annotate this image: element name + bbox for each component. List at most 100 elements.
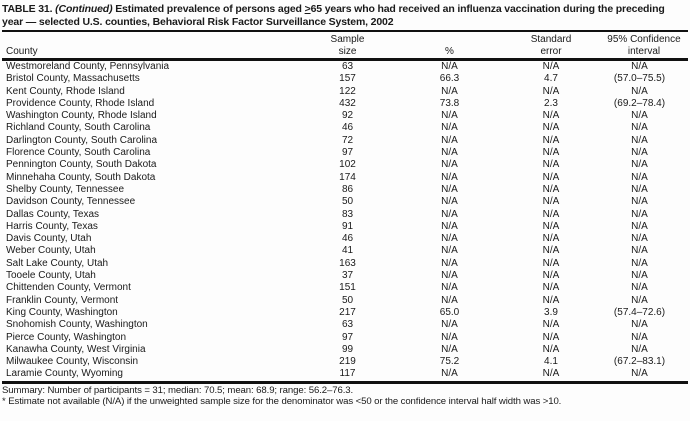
- table-row: Davidson County, Tennessee 50 N/A N/A N/A: [2, 196, 688, 208]
- table-row: Tooele County, Utah 37 N/A N/A N/A: [2, 270, 688, 282]
- sample-size-cell: 122: [339, 85, 356, 97]
- percent-cell: 73.8: [439, 97, 460, 109]
- ci-cell: N/A: [631, 220, 648, 232]
- county-cell: Florence County, South Carolina: [6, 147, 151, 159]
- column-header-percent-label: %: [445, 45, 454, 57]
- sample-size-cell: 117: [339, 368, 356, 380]
- ci-cell: N/A: [631, 331, 648, 343]
- standard-error-cell: N/A: [542, 159, 560, 171]
- column-header-county-label: County: [6, 45, 38, 57]
- table-row: Shelby County, Tennessee 86 N/A N/A N/A: [2, 184, 688, 196]
- standard-error-cell: 3.9: [544, 306, 558, 318]
- ci-cell: N/A: [631, 343, 648, 355]
- standard-error-cell: 4.7: [544, 73, 558, 85]
- table-row: Chittenden County, Vermont 151 N/A N/A N/A: [2, 282, 688, 294]
- table-row: Davis County, Utah 46 N/A N/A N/A: [2, 233, 688, 245]
- percent-cell: N/A: [441, 110, 458, 122]
- standard-error-cell: N/A: [542, 122, 560, 134]
- county-cell: Davidson County, Tennessee: [6, 196, 136, 208]
- table-row: Darlington County, South Carolina 72 N/A N/…: [2, 135, 688, 147]
- prevalence-table: County Sample size % Standard error 95% …: [2, 32, 688, 384]
- county-cell: Laramie County, Wyoming: [6, 368, 123, 380]
- county-cell: King County, Washington: [6, 306, 118, 318]
- standard-error-cell: N/A: [542, 245, 560, 257]
- county-cell: Snohomish County, Washington: [6, 319, 148, 331]
- sample-size-cell: 72: [341, 134, 354, 146]
- sample-size-cell: 63: [341, 319, 354, 331]
- table-row: Weber County, Utah 41 N/A N/A N/A: [2, 245, 688, 257]
- percent-cell: 75.2: [439, 356, 460, 368]
- sample-size-cell: 50: [341, 196, 354, 208]
- summary-line: Summary: Number of participants = 31; me…: [2, 384, 354, 396]
- column-header-sample-line2: size: [338, 45, 357, 57]
- table-row: Bristol County, Massachusetts 157 66.3 4.7 (…: [2, 73, 688, 85]
- table-row: Kent County, Rhode Island 122 N/A N/A N/A: [2, 86, 688, 98]
- table-header: County Sample size % Standard error 95% …: [2, 32, 688, 60]
- ci-cell: N/A: [631, 233, 648, 245]
- percent-cell: N/A: [441, 171, 458, 183]
- table-title-continued: (Continued): [55, 3, 113, 15]
- county-cell: Richland County, South Carolina: [6, 122, 151, 134]
- table-title: TABLE 31. (Continued) Estimated prevalen…: [2, 3, 688, 29]
- column-header-sample-size: Sample size: [298, 32, 397, 60]
- percent-cell: N/A: [441, 147, 458, 159]
- table-row: King County, Washington 217 65.0 3.9 (57.4–7…: [2, 307, 688, 319]
- table-row: Snohomish County, Washington 63 N/A N/A N/A: [2, 319, 688, 331]
- county-cell: Tooele County, Utah: [6, 270, 96, 282]
- table-row: Richland County, South Carolina 46 N/A N/A N…: [2, 122, 688, 134]
- county-cell: Minnehaha County, South Dakota: [6, 171, 156, 183]
- column-header-county: County: [2, 32, 298, 60]
- document-page: TABLE 31. (Continued) Estimated prevalen…: [2, 3, 688, 407]
- table-row: Laramie County, Wyoming 117 N/A N/A N/A: [2, 368, 688, 382]
- county-cell: Davis County, Utah: [6, 233, 92, 245]
- sample-size-cell: 432: [339, 97, 356, 109]
- table-row: Salt Lake County, Utah 163 N/A N/A N/A: [2, 258, 688, 270]
- sample-size-cell: 63: [341, 61, 354, 72]
- county-cell: Providence County, Rhode Island: [6, 97, 155, 109]
- table-title-label: TABLE 31.: [2, 3, 53, 15]
- column-header-confidence-interval: 95% Confidence interval: [600, 32, 688, 60]
- column-header-se-line1: Standard: [530, 34, 572, 45]
- table-row: Kanawha County, West Virginia 99 N/A N/A N/A: [2, 344, 688, 356]
- sample-size-cell: 92: [341, 110, 354, 122]
- percent-cell: 66.3: [439, 73, 460, 85]
- ci-cell: (57.0–75.5): [613, 73, 666, 85]
- county-cell: Salt Lake County, Utah: [6, 257, 109, 269]
- percent-cell: N/A: [441, 319, 458, 331]
- standard-error-cell: N/A: [542, 196, 560, 208]
- ci-cell: N/A: [631, 282, 648, 294]
- standard-error-cell: N/A: [542, 270, 560, 282]
- column-header-se-line2: error: [540, 45, 562, 57]
- standard-error-cell: N/A: [542, 368, 560, 380]
- standard-error-cell: N/A: [542, 343, 560, 355]
- county-cell: Shelby County, Tennessee: [6, 183, 125, 195]
- standard-error-cell: N/A: [542, 147, 560, 159]
- ci-cell: N/A: [631, 196, 648, 208]
- standard-error-cell: N/A: [542, 208, 560, 220]
- ci-cell: N/A: [631, 245, 648, 257]
- table-title-text-after: 65 years who had received an influenza v…: [2, 3, 665, 28]
- table-row: Minnehaha County, South Dakota 174 N/A N/A N…: [2, 172, 688, 184]
- ci-cell: N/A: [631, 61, 648, 72]
- table-row: Westmoreland County, Pennsylvania 63 N/A N/…: [2, 60, 688, 74]
- standard-error-cell: 4.1: [544, 356, 558, 368]
- percent-cell: N/A: [441, 331, 458, 343]
- ci-cell: N/A: [631, 85, 648, 97]
- percent-cell: N/A: [441, 61, 458, 72]
- county-cell: Harris County, Texas: [6, 220, 98, 232]
- standard-error-cell: N/A: [542, 220, 560, 232]
- title-rule: [2, 30, 688, 32]
- county-cell: Washington County, Rhode Island: [6, 110, 157, 122]
- table-row: Dallas County, Texas 83 N/A N/A N/A: [2, 209, 688, 221]
- ci-cell: N/A: [631, 183, 648, 195]
- standard-error-cell: N/A: [542, 257, 560, 269]
- ci-cell: N/A: [631, 368, 648, 380]
- footnote-line: * Estimate not available (N/A) if the un…: [2, 395, 562, 407]
- percent-cell: N/A: [441, 282, 458, 294]
- ci-cell: N/A: [631, 270, 648, 282]
- ci-cell: N/A: [631, 122, 648, 134]
- percent-cell: N/A: [441, 245, 458, 257]
- sample-size-cell: 102: [339, 159, 356, 171]
- sample-size-cell: 157: [339, 73, 356, 85]
- ci-cell: N/A: [631, 208, 648, 220]
